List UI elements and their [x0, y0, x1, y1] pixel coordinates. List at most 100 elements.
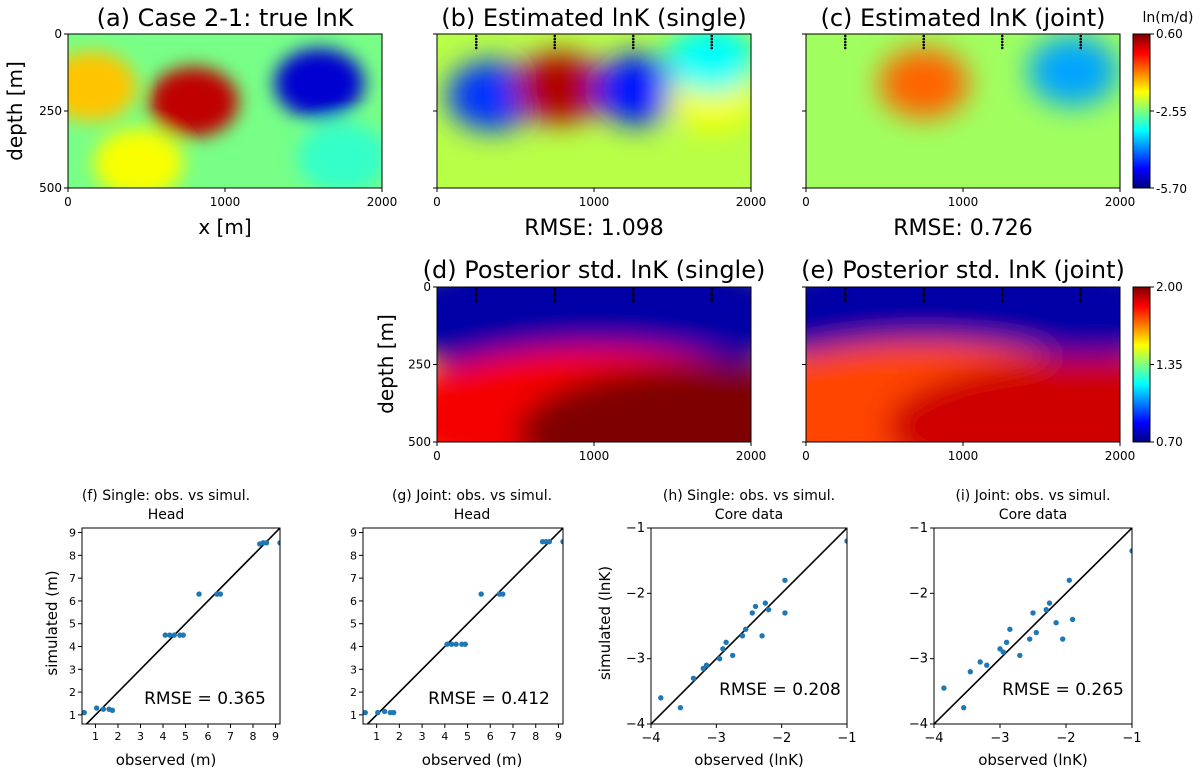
panel-h-point — [844, 538, 847, 544]
panel-a-xlabel: x [m] — [198, 215, 251, 239]
panel-f-xtick-label: 4 — [160, 730, 167, 743]
panel-h-title: (h) Single: obs. vs simul. — [663, 488, 835, 504]
panel-d-well-1-point — [553, 296, 557, 300]
panel-g-one-to-one-line — [366, 528, 563, 724]
panel-h-xtick-label: −4 — [641, 731, 660, 746]
panel-b-well-3-point — [710, 37, 714, 41]
panel-c-feature-1 — [1027, 35, 1118, 106]
panel-b-well-1-point — [553, 34, 557, 38]
panel-c-well-0-point — [843, 40, 847, 44]
panel-b-well-1-point — [553, 43, 557, 47]
panel-f-point — [277, 540, 280, 546]
panel-f-subtitle: Head — [148, 507, 185, 523]
panel-a-xtick-label: 2000 — [367, 195, 398, 209]
panel-d-title: (d) Posterior std. lnK (single) — [423, 256, 766, 284]
panel-g-ytick-label: 2 — [350, 686, 357, 699]
panel-g-point — [560, 538, 563, 545]
panel-e-well-1-point — [922, 290, 926, 294]
panel-d-well-1-point — [553, 287, 557, 291]
panel-d-ytick-label: 0 — [423, 280, 431, 294]
panel-h-rmse: RMSE = 0.208 — [719, 680, 841, 700]
panel-g-title: (g) Joint: obs. vs simul. — [392, 488, 552, 504]
panel-g-point — [381, 708, 388, 715]
panel-i-xlabel: observed (lnK) — [978, 751, 1088, 769]
panel-e-well-0-point — [843, 293, 847, 297]
panel-h-point — [782, 577, 788, 583]
panel-e-well-2-point — [1000, 287, 1004, 291]
panel-c-heatmap — [878, 35, 1118, 119]
panel-h-point — [690, 675, 697, 681]
panel-d-well-0-point — [474, 290, 478, 294]
panel-f-xtick-label: 9 — [272, 730, 279, 743]
panel-a-ytick-label: 500 — [39, 181, 62, 195]
panel-c-well-3-point — [1079, 46, 1083, 50]
panel-b-xtick-label: 0 — [433, 195, 441, 209]
panel-e-well-0-point — [843, 290, 847, 294]
panel-i-point — [941, 685, 947, 691]
panel-e-xtick-label: 2000 — [1105, 449, 1136, 463]
panel-g-point — [546, 538, 553, 545]
panel-i-point — [1007, 626, 1013, 632]
panel-f-one-to-one-line — [85, 528, 280, 724]
panel-f-point — [167, 632, 173, 638]
panel-f-point — [263, 540, 270, 546]
panel-g-frame — [362, 527, 564, 725]
panel-d-well-0-point — [474, 299, 478, 303]
panel-b-well-3-point — [710, 43, 714, 47]
panel-i-xtick-label: −3 — [990, 731, 1009, 746]
panel-i-ytick-label: −2 — [909, 586, 928, 601]
panel-c-well-1-point — [922, 34, 926, 38]
panel-e-well-3-point — [1079, 296, 1083, 300]
panel-e-title: (e) Posterior std. lnK (joint) — [801, 256, 1125, 284]
panel-e-well-3-point — [1079, 299, 1083, 303]
panel-b-well-3-point — [710, 34, 714, 38]
panel-e-well-2-point — [1000, 299, 1004, 303]
panel-i-xtick-label: −1 — [1122, 731, 1141, 746]
panel-e-well-2-point — [1000, 290, 1004, 294]
panel-g-ytick-label: 5 — [350, 618, 357, 631]
panel-b-feature-2 — [592, 54, 683, 125]
panel-i-point — [997, 646, 1003, 652]
panel-g-xtick-label: 2 — [396, 730, 403, 743]
panel-g-xtick-label: 7 — [510, 730, 517, 743]
panel-e-well-0-point — [843, 296, 847, 300]
panel-d-well-2-point — [631, 299, 635, 303]
panel-b-well-1-point — [553, 37, 557, 41]
panel-h-point — [782, 610, 788, 616]
panel-i-point — [1069, 616, 1076, 623]
panel-c-well-0-point — [843, 34, 847, 38]
panel-b-title: (b) Estimated lnK (single) — [441, 4, 746, 32]
panel-h-point — [752, 603, 759, 610]
panel-b-well-2-point — [631, 40, 635, 44]
panel-d-well-2-point — [631, 287, 635, 291]
panel-i-point — [961, 704, 967, 711]
panel-g-rmse: RMSE = 0.412 — [428, 689, 550, 709]
panel-h-point — [723, 639, 729, 646]
panel-f-ytick-label: 3 — [69, 663, 76, 676]
panel-e-well-1-point — [922, 296, 926, 300]
panel-g-xtick-label: 1 — [373, 730, 380, 743]
panel-g-xtick-label: 3 — [419, 730, 426, 743]
panel-b-feature-4 — [666, 34, 751, 94]
panel-g-point — [448, 641, 455, 647]
panel-b-well-0-point — [474, 43, 478, 47]
colorbar-bottom-tick-min: 0.70 — [1156, 435, 1183, 449]
panel-a-feature-1 — [148, 66, 239, 137]
panel-c-xtick-label: 0 — [802, 195, 810, 209]
panel-b-well-0-point — [474, 34, 478, 38]
panel-d-xtick-label: 2000 — [736, 449, 767, 463]
panel-f-point — [82, 709, 87, 716]
panel-a-ylabel: depth [m] — [3, 61, 27, 161]
panel-a-feature-0 — [68, 51, 137, 122]
panel-g-ytick-label: 6 — [350, 595, 357, 608]
panel-d-xtick-label: 1000 — [579, 449, 610, 463]
panel-b-feature-1 — [514, 52, 605, 123]
panel-d-ylabel: depth [m] — [374, 314, 398, 414]
panel-f-point — [217, 591, 224, 597]
panel-h-xtick-label: −1 — [837, 731, 856, 746]
panel-g-ytick-label: 9 — [350, 527, 357, 540]
panel-f-xlabel: observed (m) — [116, 751, 217, 769]
panel-a-feature-4 — [93, 128, 184, 188]
